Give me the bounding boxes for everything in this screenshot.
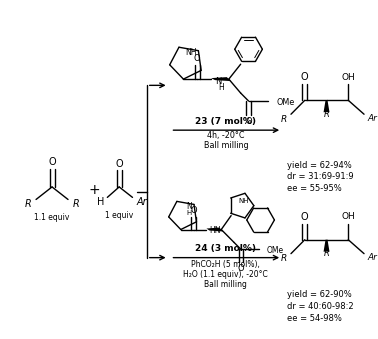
Text: 23 (7 mol%): 23 (7 mol%): [195, 117, 256, 126]
Text: R: R: [324, 249, 330, 258]
Text: H: H: [97, 197, 104, 207]
Text: PhCO₂H (5 mol%),: PhCO₂H (5 mol%),: [191, 260, 260, 269]
Text: 1 equiv: 1 equiv: [105, 211, 133, 220]
Text: R: R: [324, 110, 330, 119]
Text: O: O: [245, 117, 252, 126]
Text: yield = 62-90%: yield = 62-90%: [287, 290, 352, 299]
Text: NH: NH: [185, 48, 197, 57]
Text: R: R: [281, 254, 287, 263]
Text: dr = 40:60-98:2: dr = 40:60-98:2: [287, 302, 354, 311]
Polygon shape: [324, 240, 330, 252]
Text: Ar: Ar: [367, 253, 377, 262]
Text: NH: NH: [239, 198, 249, 204]
Text: OH: OH: [341, 73, 355, 82]
Text: Ar: Ar: [367, 114, 377, 123]
Polygon shape: [206, 227, 223, 232]
Text: O: O: [190, 206, 197, 215]
Text: O: O: [238, 264, 244, 273]
Polygon shape: [211, 77, 231, 81]
Text: H: H: [187, 211, 192, 216]
Polygon shape: [324, 100, 330, 112]
Text: R: R: [73, 199, 79, 210]
Text: R: R: [25, 199, 31, 210]
Text: +: +: [89, 183, 100, 197]
Text: HN: HN: [209, 226, 221, 235]
Text: Ar: Ar: [136, 197, 147, 207]
Text: OH: OH: [341, 212, 355, 221]
Text: dr = 31:69-91:9: dr = 31:69-91:9: [287, 173, 354, 181]
Text: O: O: [301, 212, 308, 222]
Text: N: N: [215, 77, 222, 86]
Text: H₂O (1.1 equiv), -20°C: H₂O (1.1 equiv), -20°C: [183, 270, 268, 279]
Text: 1.1 equiv: 1.1 equiv: [34, 213, 70, 222]
Text: 4h, -20°C: 4h, -20°C: [207, 131, 245, 140]
Text: yield = 62-94%: yield = 62-94%: [287, 161, 352, 170]
Text: OMe: OMe: [267, 246, 284, 255]
Text: Ball milling: Ball milling: [203, 141, 248, 149]
Text: H: H: [218, 83, 224, 92]
Text: ee = 54-98%: ee = 54-98%: [287, 314, 342, 323]
Text: 24 (3 mol%): 24 (3 mol%): [195, 244, 256, 253]
Text: O: O: [48, 157, 56, 167]
Text: O: O: [115, 159, 123, 168]
Text: ee = 55-95%: ee = 55-95%: [287, 184, 342, 194]
Text: R: R: [281, 115, 287, 124]
Text: Ball milling: Ball milling: [204, 280, 247, 289]
Text: O: O: [301, 73, 308, 82]
Text: OMe: OMe: [276, 98, 294, 106]
Text: N: N: [186, 202, 192, 211]
Text: O: O: [194, 54, 201, 63]
